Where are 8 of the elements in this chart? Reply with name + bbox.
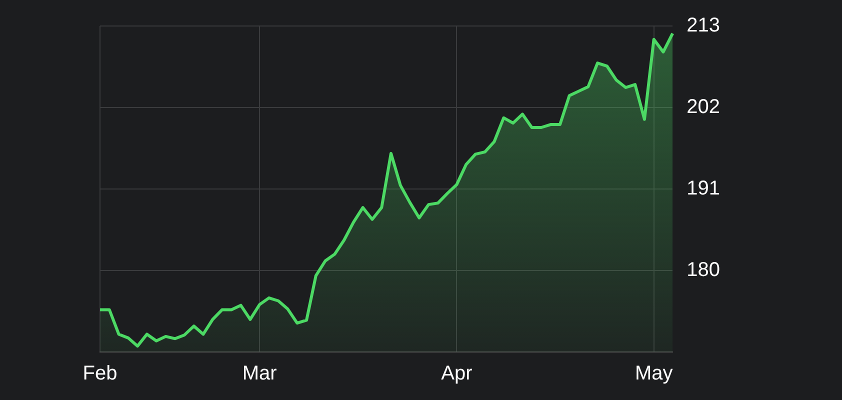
x-tick-label: May xyxy=(634,362,673,385)
y-tick-label: 202 xyxy=(686,96,720,118)
x-tick-label: Feb xyxy=(82,362,118,385)
x-tick-label: Mar xyxy=(242,362,278,385)
x-tick-label: Apr xyxy=(441,362,473,385)
y-tick-label: 213 xyxy=(686,14,720,37)
y-tick-label: 191 xyxy=(686,178,720,200)
y-tick-label: 180 xyxy=(686,259,720,282)
